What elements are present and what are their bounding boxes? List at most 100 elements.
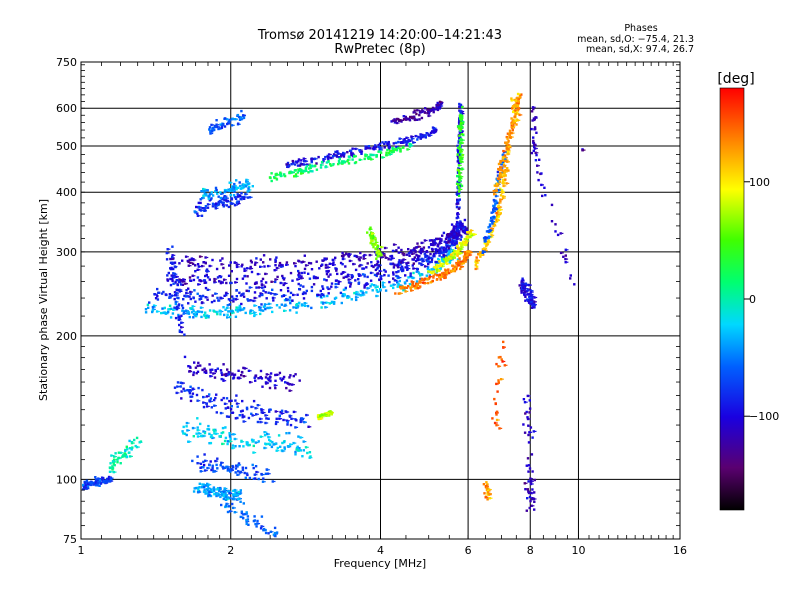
data-point xyxy=(484,236,487,239)
data-point xyxy=(234,315,238,318)
data-point xyxy=(387,140,390,144)
data-point xyxy=(406,117,409,119)
data-point xyxy=(497,365,500,368)
data-point xyxy=(173,273,176,276)
data-point xyxy=(331,154,335,158)
data-point xyxy=(154,297,158,300)
data-point xyxy=(439,102,442,106)
data-point xyxy=(233,190,236,193)
data-point xyxy=(419,136,423,139)
data-point xyxy=(492,224,495,228)
data-point xyxy=(450,235,453,237)
data-point xyxy=(260,525,263,528)
data-point xyxy=(322,164,324,166)
data-point xyxy=(382,275,384,277)
data-point xyxy=(534,306,536,308)
data-point xyxy=(325,272,329,276)
data-point xyxy=(182,312,185,315)
data-point xyxy=(212,470,215,473)
data-point xyxy=(217,205,220,207)
data-point xyxy=(261,293,264,297)
data-point xyxy=(436,104,439,107)
data-point xyxy=(263,474,265,476)
data-point xyxy=(226,406,230,409)
data-point xyxy=(189,307,192,310)
data-point xyxy=(523,431,527,434)
data-point xyxy=(211,258,214,262)
data-point xyxy=(306,305,308,307)
data-point xyxy=(280,263,283,267)
data-point xyxy=(495,418,499,422)
data-point xyxy=(263,434,267,437)
data-point xyxy=(202,187,205,191)
data-point xyxy=(503,360,506,363)
data-point xyxy=(351,260,353,262)
data-point xyxy=(208,264,211,268)
data-point xyxy=(203,488,206,491)
data-point xyxy=(208,363,211,366)
data-point xyxy=(445,262,449,265)
data-point xyxy=(529,300,533,304)
data-point xyxy=(413,247,416,250)
data-point xyxy=(294,450,297,454)
data-point xyxy=(275,177,278,179)
data-point xyxy=(224,495,228,498)
data-point xyxy=(550,203,554,207)
data-point xyxy=(240,498,242,500)
data-point xyxy=(403,252,406,255)
data-point xyxy=(169,267,172,270)
data-point xyxy=(299,167,302,171)
data-point xyxy=(262,261,265,264)
data-point xyxy=(432,270,435,273)
data-point xyxy=(98,480,101,484)
data-point xyxy=(221,442,224,446)
data-point xyxy=(239,187,243,190)
data-point xyxy=(421,281,425,284)
data-point xyxy=(206,288,209,291)
data-point xyxy=(514,109,517,112)
data-point xyxy=(505,175,507,177)
data-point xyxy=(220,297,223,300)
data-point xyxy=(259,312,262,316)
data-point xyxy=(412,267,415,270)
data-point xyxy=(208,278,211,281)
data-point xyxy=(405,279,409,282)
data-point xyxy=(507,147,510,151)
data-point xyxy=(449,249,451,251)
data-point xyxy=(249,309,252,313)
data-point xyxy=(392,142,395,145)
data-point xyxy=(533,117,536,121)
data-point xyxy=(256,272,260,276)
data-point xyxy=(200,264,204,268)
data-point xyxy=(236,186,240,189)
data-point xyxy=(398,259,401,262)
data-point xyxy=(274,443,277,446)
data-point xyxy=(194,259,197,261)
data-point xyxy=(410,252,412,254)
data-point xyxy=(485,244,488,248)
data-point xyxy=(424,134,427,137)
data-point xyxy=(204,430,207,433)
data-point xyxy=(451,249,454,252)
data-point xyxy=(527,464,531,467)
data-point xyxy=(374,247,377,251)
data-point xyxy=(274,259,277,263)
data-point xyxy=(304,293,306,295)
data-point xyxy=(346,296,349,299)
data-point xyxy=(376,266,380,269)
data-point xyxy=(320,160,324,164)
data-point xyxy=(202,463,206,467)
data-point xyxy=(423,252,426,256)
data-point xyxy=(414,134,417,138)
data-point xyxy=(261,411,265,414)
data-point xyxy=(434,244,437,246)
data-point xyxy=(341,257,345,261)
data-point xyxy=(323,295,326,298)
data-point xyxy=(447,253,451,257)
data-point xyxy=(245,185,248,188)
data-point xyxy=(333,259,336,261)
data-point xyxy=(180,314,183,317)
data-point xyxy=(251,463,254,467)
data-point xyxy=(256,262,259,264)
